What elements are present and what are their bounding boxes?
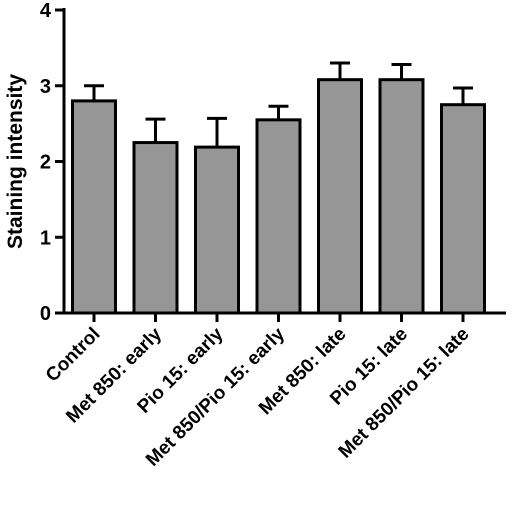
bar — [317, 78, 363, 315]
error-bars-layer — [84, 61, 473, 148]
bar — [440, 103, 486, 315]
y-ticks-layer: 0 1 2 3 4 — [40, 0, 64, 325]
bar — [378, 78, 425, 315]
y-tick-label: 4 — [40, 0, 52, 22]
bar — [71, 99, 117, 315]
bar — [132, 141, 179, 315]
y-axis-title: Staining intensity — [4, 74, 27, 249]
y-tick-label: 0 — [40, 303, 51, 325]
bar — [194, 145, 240, 315]
x-tick-label: Control — [42, 324, 105, 387]
bar — [255, 118, 302, 315]
y-tick-label: 1 — [40, 227, 51, 249]
y-tick-label: 3 — [40, 76, 51, 98]
y-tick-label: 2 — [40, 152, 51, 174]
